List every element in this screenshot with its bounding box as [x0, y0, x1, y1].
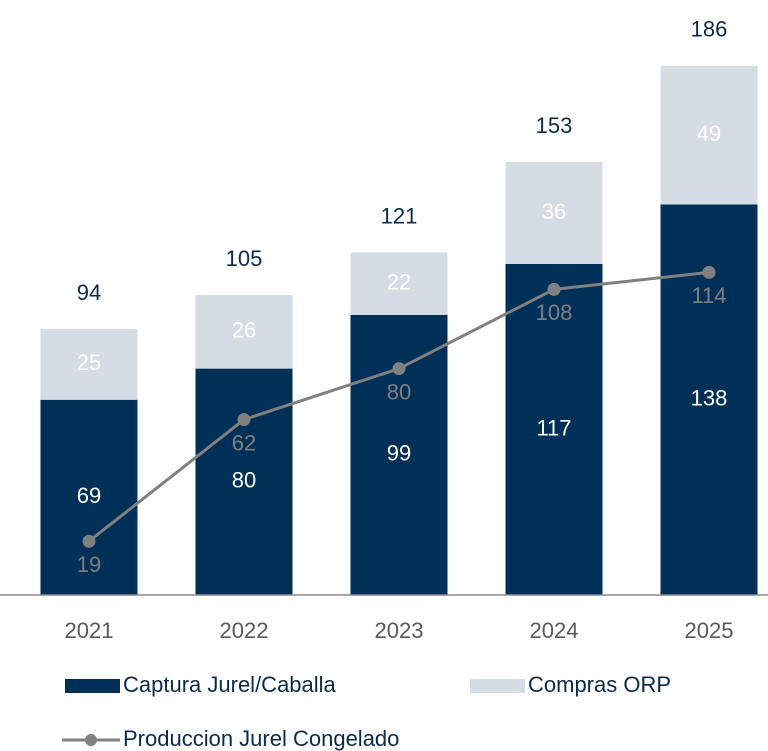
bar-segment — [195, 295, 293, 369]
value-label: 25 — [77, 350, 101, 375]
x-tick-label: 2024 — [530, 618, 579, 643]
legend-label: Compras ORP — [528, 672, 671, 697]
x-tick-label: 2022 — [220, 618, 269, 643]
bar-segment — [505, 263, 603, 595]
legend-label: Captura Jurel/Caballa — [123, 672, 337, 697]
bar-segment — [40, 399, 138, 595]
line-value-label: 19 — [77, 552, 101, 577]
x-tick-label: 2021 — [65, 618, 114, 643]
value-label: 117 — [536, 415, 571, 440]
bar-segment — [195, 368, 293, 595]
total-label: 121 — [381, 203, 418, 228]
x-tick-label: 2023 — [375, 618, 424, 643]
total-label: 94 — [77, 280, 101, 305]
bar-segment — [350, 252, 448, 315]
line-value-label: 108 — [536, 300, 573, 325]
total-label: 186 — [691, 17, 728, 42]
value-label: 49 — [697, 121, 721, 146]
value-label: 22 — [387, 270, 411, 295]
line-value-label: 62 — [232, 430, 256, 455]
legend-label: Produccion Jurel Congelado — [123, 726, 399, 751]
bar-segment — [505, 162, 603, 264]
value-label: 138 — [691, 386, 728, 411]
line-marker — [547, 282, 561, 296]
x-tick-label: 2025 — [685, 618, 734, 643]
value-label: 69 — [77, 483, 101, 508]
line-marker — [392, 362, 406, 376]
value-label: 80 — [232, 468, 256, 493]
line-value-label: 80 — [387, 379, 411, 404]
legend-marker — [85, 734, 97, 746]
line-value-label: 114 — [691, 283, 726, 308]
legend-swatch — [470, 679, 525, 693]
value-label: 26 — [232, 318, 256, 343]
total-label: 105 — [226, 246, 263, 271]
legend-swatch — [65, 679, 120, 693]
line-marker — [82, 534, 96, 548]
total-label: 153 — [536, 113, 573, 138]
bar-segment — [660, 65, 758, 205]
bar-segment — [40, 328, 138, 400]
bar-segment — [350, 314, 448, 595]
value-label: 36 — [542, 199, 566, 224]
line-marker — [237, 413, 251, 427]
value-label: 99 — [387, 441, 411, 466]
line-marker — [702, 265, 716, 279]
